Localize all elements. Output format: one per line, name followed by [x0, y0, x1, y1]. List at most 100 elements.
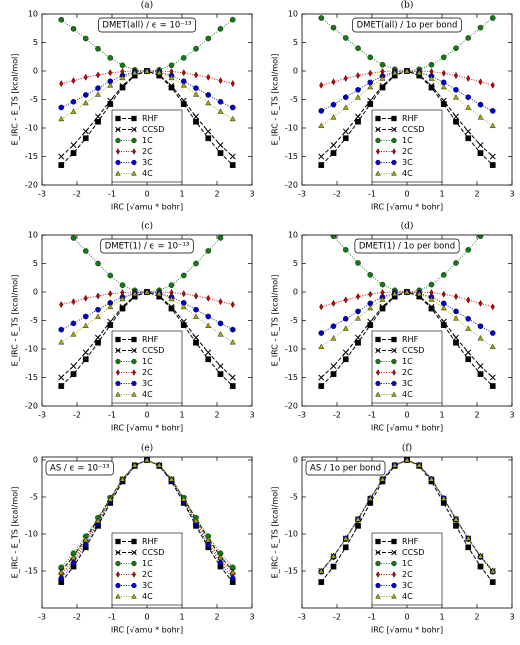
legend-marker	[131, 126, 137, 133]
marker	[70, 320, 77, 327]
y-tick-label: -20	[25, 402, 38, 411]
marker	[367, 495, 374, 501]
marker	[107, 318, 114, 325]
y-tick-label: -10	[285, 124, 298, 133]
axes-frame	[301, 13, 513, 186]
legend-label: CCSD	[402, 548, 424, 557]
y-tick-label: -20	[25, 181, 38, 190]
x-axis-label: IRC [√amu * bohr]	[111, 424, 183, 433]
x-tick-label: -1	[108, 190, 116, 199]
marker	[193, 334, 199, 341]
x-tick-label: -3	[38, 190, 46, 199]
marker	[330, 363, 337, 370]
x-tick-label: -3	[298, 411, 306, 420]
marker	[206, 73, 211, 81]
x-tick-label: 2	[474, 190, 479, 199]
marker	[489, 153, 496, 160]
marker	[428, 281, 435, 288]
marker	[477, 323, 484, 330]
marker	[367, 322, 374, 328]
marker	[404, 67, 410, 74]
legend-label: CCSD	[402, 346, 424, 355]
marker	[453, 522, 459, 529]
marker	[229, 16, 236, 23]
y-tick-label: 10	[28, 231, 38, 240]
legend-marker	[132, 148, 136, 155]
marker	[82, 135, 89, 142]
marker	[416, 290, 423, 296]
marker	[70, 98, 77, 105]
marker	[477, 114, 484, 120]
marker	[156, 290, 163, 296]
legend-marker	[131, 560, 137, 567]
marker	[180, 322, 187, 328]
series-line	[321, 291, 493, 334]
marker	[342, 247, 349, 253]
marker	[355, 516, 361, 522]
marker	[342, 104, 349, 110]
marker	[131, 290, 138, 296]
marker	[119, 82, 126, 89]
marker	[428, 296, 435, 302]
marker	[70, 363, 77, 370]
marker	[95, 71, 101, 79]
marker	[95, 292, 101, 300]
legend-box	[371, 532, 443, 606]
legend-marker	[375, 137, 381, 144]
series-line	[60, 459, 234, 573]
marker	[318, 383, 325, 389]
marker	[367, 101, 374, 107]
legend-marker	[376, 369, 380, 376]
legend-marker	[375, 170, 381, 176]
marker	[489, 343, 496, 349]
legend-label: RHF	[142, 537, 159, 546]
legend-marker	[115, 391, 121, 397]
marker	[404, 457, 410, 463]
x-tick-label: -3	[298, 190, 306, 199]
x-tick-label: 2	[214, 190, 219, 199]
axes-frame	[301, 234, 513, 407]
x-tick-label: 0	[144, 411, 149, 420]
legend-marker	[131, 336, 137, 343]
marker	[229, 374, 236, 381]
marker	[95, 260, 101, 267]
legend-label: CCSD	[142, 548, 164, 557]
legend-marker	[132, 369, 136, 376]
x-tick-label: 3	[249, 411, 254, 420]
marker	[318, 153, 325, 160]
marker	[95, 339, 101, 346]
panel-title: (f)	[402, 443, 412, 454]
marker	[416, 69, 423, 75]
y-tick-label: 5	[293, 38, 298, 47]
marker	[342, 535, 349, 541]
legend-marker	[391, 126, 397, 133]
annotation: DMET(1) / 1o per bond	[359, 242, 455, 252]
legend-marker	[392, 571, 396, 578]
marker	[82, 35, 89, 42]
legend-label: 1C	[142, 559, 153, 568]
marker	[168, 82, 175, 89]
legend: RHF CCSD 1C 2C 3C 4C	[111, 330, 183, 404]
marker	[330, 114, 337, 120]
marker	[440, 322, 447, 328]
marker	[70, 150, 77, 156]
series-line	[321, 70, 493, 112]
marker	[156, 69, 163, 75]
x-tick-label: 3	[509, 411, 514, 420]
marker	[82, 128, 89, 135]
marker	[440, 83, 447, 90]
marker	[465, 104, 472, 110]
legend-marker	[375, 115, 381, 122]
marker	[367, 272, 374, 278]
marker	[379, 305, 386, 312]
marker	[489, 122, 496, 129]
legend-marker	[375, 593, 381, 599]
marker	[70, 235, 77, 241]
marker	[319, 81, 324, 89]
marker	[342, 94, 349, 101]
legend-label: 1C	[142, 136, 153, 145]
marker	[465, 544, 472, 551]
marker	[205, 536, 212, 543]
